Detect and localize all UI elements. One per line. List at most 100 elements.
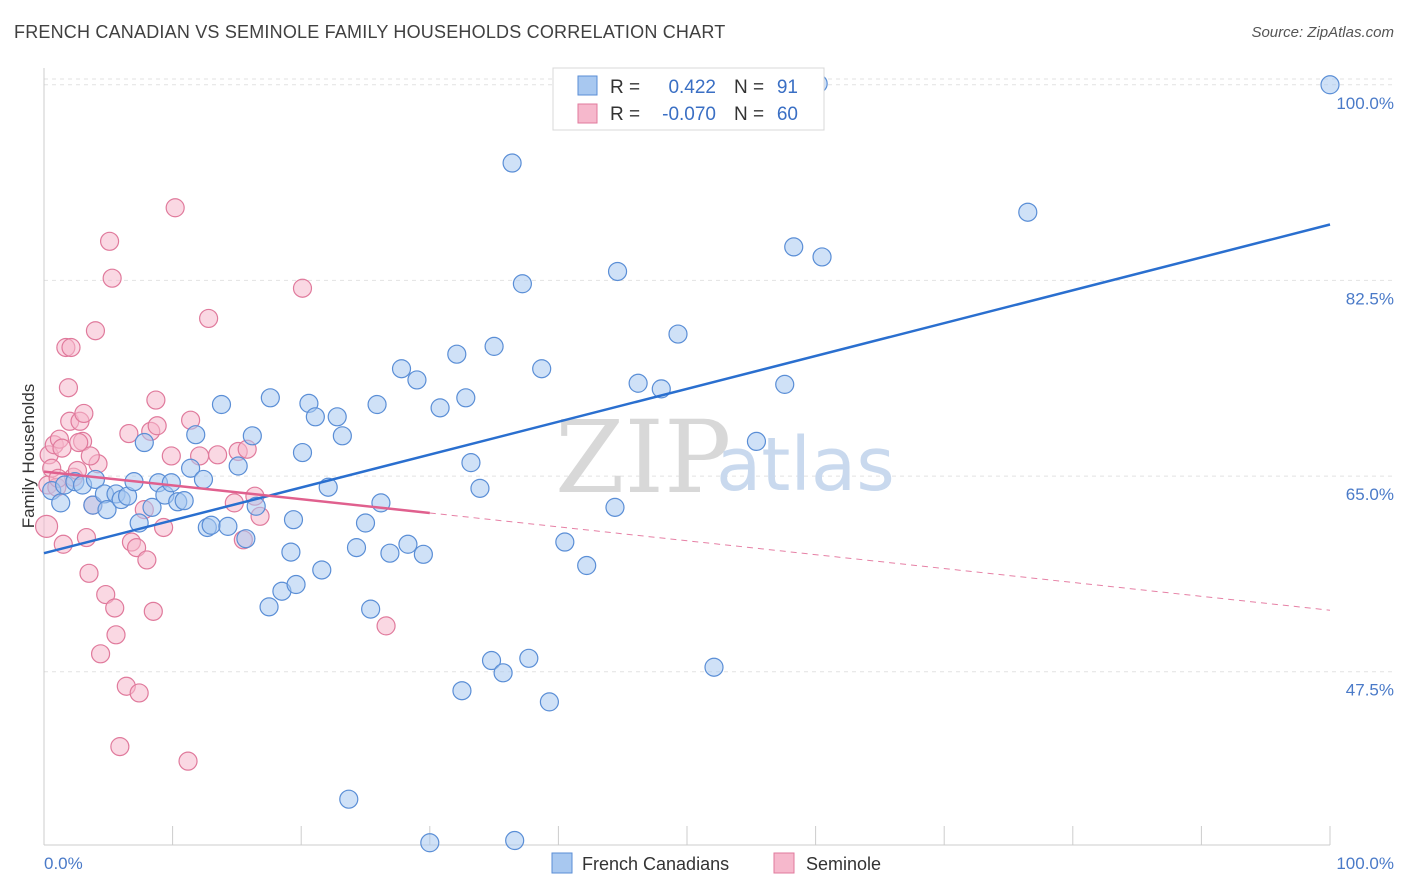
french-canadian-point-52 <box>391 359 412 379</box>
seminole-point-21 <box>85 321 106 341</box>
legend-r-label-2: R = <box>610 104 640 125</box>
watermark-atlas: atlas <box>716 422 895 508</box>
french-canadian-point-33 <box>260 388 280 408</box>
french-canadian-point-54 <box>407 370 427 390</box>
french-canadian-point-35 <box>281 542 301 562</box>
french-canadian-point-74 <box>605 497 625 517</box>
french-canadian-point-46 <box>346 538 367 558</box>
legend-n-label-1: N = <box>734 77 764 98</box>
legend-box: R = 0.422 N = 91 R = -0.070 N = 60 <box>552 67 825 131</box>
seminole-point-34 <box>129 683 149 703</box>
legend-swatch-pink <box>577 103 598 124</box>
seminole-point-26 <box>102 268 122 288</box>
french-canadian-point-32 <box>259 597 279 617</box>
seminole-point-41 <box>161 446 181 466</box>
french-canadian-point-8 <box>97 500 117 520</box>
french-canadian-point-60 <box>456 388 476 408</box>
french-canadian-point-23 <box>193 469 214 490</box>
french-canadian-point-48 <box>361 599 381 619</box>
french-canadian-point-57 <box>430 398 450 418</box>
bottom-legend-label-blue: French Canadians <box>582 854 729 874</box>
french-canadian-point-27 <box>218 516 238 536</box>
seminole-point-54 <box>292 278 313 298</box>
chart-source: Source: ZipAtlas.com <box>1251 24 1394 41</box>
french-canadian-point-55 <box>413 544 433 564</box>
french-canadian-point-20 <box>174 491 194 511</box>
french-canadian-point-73 <box>577 555 597 576</box>
bottom-legend-swatch-blue <box>551 852 573 874</box>
french-canadian-point-47 <box>355 513 376 533</box>
french-canadian-point-69 <box>519 648 539 668</box>
seminole-point-25 <box>99 231 120 251</box>
legend-swatch-blue <box>577 75 598 96</box>
french-canadian-point-71 <box>539 692 559 712</box>
french-canadian-point-26 <box>211 394 232 415</box>
seminole-point-38 <box>146 390 166 410</box>
french-canadian-point-62 <box>470 478 490 498</box>
bottom-legend-swatch-pink <box>773 852 795 874</box>
french-canadian-point-72 <box>555 532 575 552</box>
seminole-point-33 <box>126 538 147 558</box>
french-canadian-point-28 <box>228 456 248 476</box>
legend-r-value-1: 0.422 <box>668 77 716 98</box>
seminole-point-43 <box>178 751 198 771</box>
seminole-point-19 <box>79 563 99 583</box>
french-canadian-point-58 <box>447 344 467 364</box>
seminole-point-12 <box>61 337 81 358</box>
french-canadian-point-43 <box>327 407 347 427</box>
legend-r-value-2: -0.070 <box>662 104 716 125</box>
french-canadian-point-68 <box>512 274 532 294</box>
french-canadian-point-66 <box>505 830 525 851</box>
french-canadian-point-22 <box>186 425 206 445</box>
legend-n-value-2: 60 <box>777 104 798 125</box>
y-tick-label-3: 100.0% <box>1336 94 1394 113</box>
french-canadian-point-76 <box>628 373 648 393</box>
french-canadian-point-56 <box>420 833 440 853</box>
y-axis-label: Family Households <box>19 384 38 529</box>
y-tick-label-1: 65.0% <box>1346 485 1394 504</box>
french-canadian-point-59 <box>452 681 472 701</box>
seminole-point-7 <box>52 438 72 458</box>
french-canadian-point-63 <box>484 336 504 356</box>
french-canadian-point-36 <box>283 510 304 530</box>
seminole-point-59 <box>69 432 89 453</box>
french-canadian-point-83 <box>812 247 832 267</box>
seminole-point-27 <box>105 598 125 618</box>
french-canadian-point-18 <box>161 473 181 493</box>
seminole-point-28 <box>106 625 126 645</box>
french-canadian-point-70 <box>532 359 552 379</box>
french-canadian-point-82 <box>784 237 804 257</box>
french-canadian-point-38 <box>292 442 313 463</box>
french-canadian-point-29 <box>236 529 256 549</box>
french-canadian-point-21 <box>181 458 201 478</box>
legend-n-value-1: 91 <box>777 77 798 98</box>
french-canadian-point-80 <box>746 431 767 452</box>
french-canadian-point-1 <box>51 493 71 513</box>
chart-title: FRENCH CANADIAN VS SEMINOLE FAMILY HOUSE… <box>14 22 726 42</box>
seminole-point-56 <box>137 550 157 570</box>
french-canadian-point-53 <box>398 534 418 554</box>
grid-lines <box>44 78 1394 673</box>
french-canadian-point-49 <box>367 394 387 415</box>
french-canadian-point-41 <box>312 560 332 580</box>
x-tick-marks <box>43 826 1331 845</box>
french-canadian-point-14 <box>134 432 154 453</box>
french-canadian-point-79 <box>704 657 724 677</box>
y-tick-labels: 47.5% 65.0% 82.5% 100.0% <box>1336 94 1394 700</box>
seminole-point-42 <box>165 198 185 218</box>
bottom-legend-label-pink: Seminole <box>806 854 881 874</box>
legend-n-label-2: N = <box>734 104 764 125</box>
seminole-point-55 <box>376 616 396 636</box>
french-canadians-trendline <box>43 223 1331 555</box>
french-canadian-point-65 <box>493 663 513 683</box>
seminole-trendline <box>43 470 430 515</box>
french-canadian-point-85 <box>1018 202 1038 222</box>
french-canadian-point-30 <box>242 426 262 446</box>
french-canadian-point-81 <box>775 374 795 394</box>
seminole-point-46 <box>199 308 219 329</box>
french-canadian-point-75 <box>607 261 628 282</box>
french-canadian-point-25 <box>201 515 221 535</box>
french-canadian-point-78 <box>668 324 688 344</box>
seminole-point-47 <box>208 445 228 465</box>
